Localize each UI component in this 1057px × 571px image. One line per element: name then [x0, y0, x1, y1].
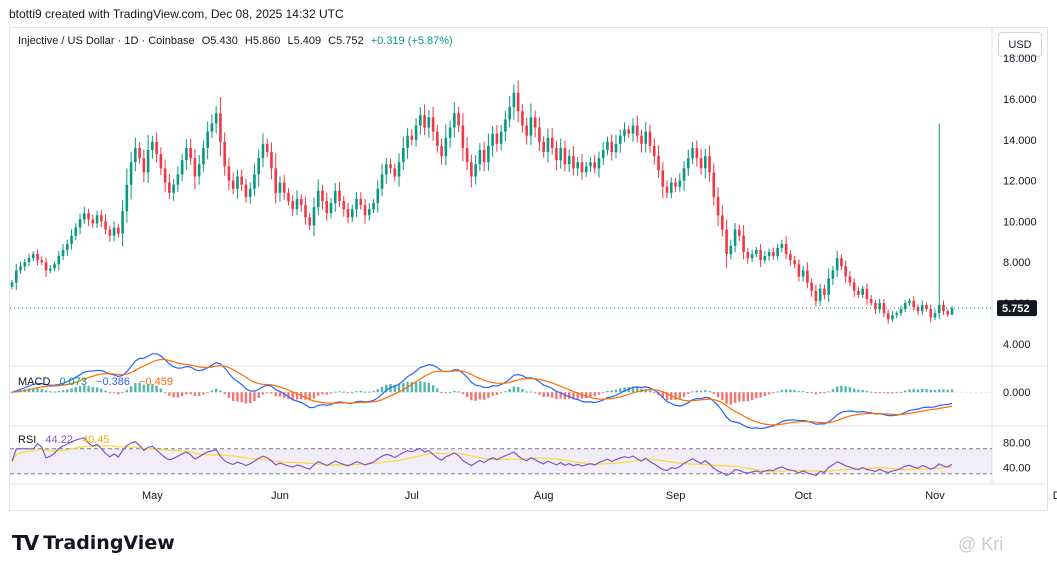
ohlc-open: O5.430 [201, 35, 238, 47]
watermark: @ Kri [958, 534, 1004, 554]
ohlc-close: C5.752 [328, 35, 364, 47]
rsi-label: RSI [18, 434, 37, 446]
tradingview-logo-icon: TV [12, 531, 39, 555]
rsi-value: 44.22 [45, 434, 73, 446]
ohlc-low: L5.409 [287, 35, 322, 47]
tradingview-brand: TradingView [43, 532, 175, 554]
macd-label: MACD [18, 376, 51, 388]
macd-signal-value: −0.459 [139, 376, 174, 388]
symbol-title: Injective / US Dollar · 1D · Coinbase [18, 35, 195, 47]
chart-frame[interactable] [9, 27, 1048, 511]
tradingview-logo[interactable]: TV TradingView [12, 531, 175, 555]
ohlc-high: H5.860 [244, 35, 281, 47]
symbol-legend: Injective / US Dollar · 1D · Coinbase O5… [18, 35, 457, 47]
macd-hist-value: 0.073 [59, 376, 87, 388]
macd-line-value: −0.386 [96, 376, 130, 388]
chart-credit: btotti9 created with TradingView.com, De… [9, 7, 344, 21]
currency-button[interactable]: USD [998, 32, 1042, 57]
time-tick-label: Dec [1053, 490, 1057, 502]
rsi-ma-value: 40.45 [82, 434, 110, 446]
rsi-legend: RSI 44.22 40.45 [18, 434, 110, 446]
price-change: +0.319 (+5.87%) [370, 35, 453, 47]
macd-legend: MACD 0.073 −0.386 −0.459 [18, 376, 173, 388]
